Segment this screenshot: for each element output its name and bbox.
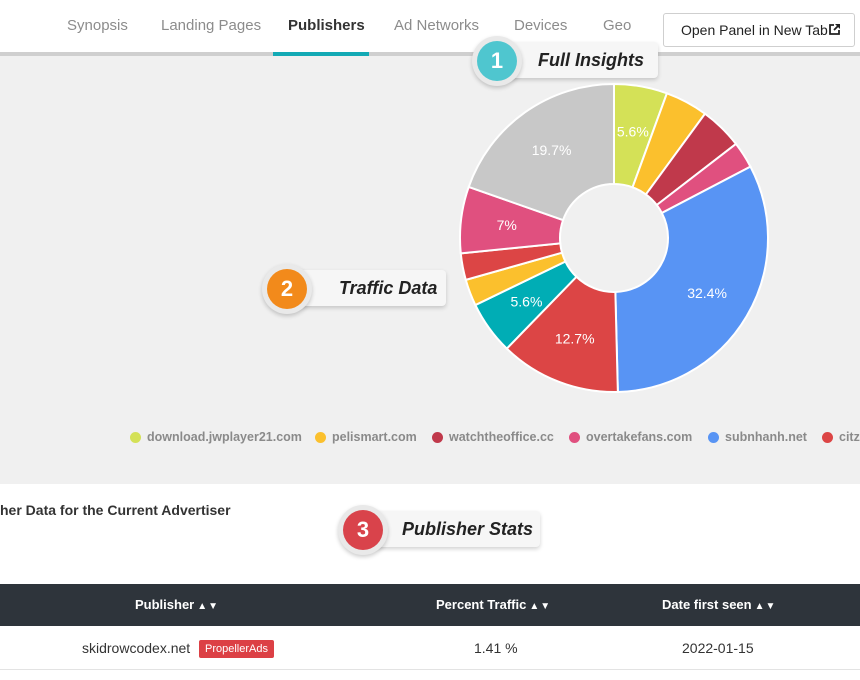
sort-arrows-icon[interactable]: ▲▼ [197,601,220,612]
sort-arrows-icon[interactable]: ▲▼ [529,601,552,612]
legend-label: subnhanh.net [725,430,807,444]
open-panel-button[interactable]: Open Panel in New Tab [663,13,855,47]
legend-swatch [432,432,443,443]
section-title: her Data for the Current Advertiser [0,502,231,518]
slice-label-0: 5.6% [617,124,649,140]
column-header-label: Date first seen [662,597,752,612]
callout-badge: 1 [472,36,522,86]
legend-swatch [708,432,719,443]
legend-label: citz [839,430,860,444]
tab-publishers[interactable]: Publishers [288,17,365,34]
legend-label: watchtheoffice.cc [449,430,554,444]
sort-arrows-icon[interactable]: ▲▼ [754,601,777,612]
slice-label-6: 5.6% [511,293,543,309]
legend-label: overtakefans.com [586,430,693,444]
callout-publisher-stats: Publisher Stats 3 [338,505,540,555]
column-header-label: Percent Traffic [436,597,527,612]
ad-network-badge[interactable]: PropellerAds [199,640,274,658]
donut-slices [459,82,769,393]
callout-traffic-data: Traffic Data 2 [262,264,446,314]
tab-synopsis[interactable]: Synopsis [67,17,128,34]
column-header-publisher[interactable]: Publisher ▲▼ [135,584,219,626]
callout-label: Traffic Data [286,270,446,306]
table-row[interactable]: skidrowcodex.net PropellerAds 1.41 % 202… [0,626,860,670]
column-header-label: Publisher [135,597,195,612]
active-tab-indicator [273,52,369,56]
tab-ad-networks[interactable]: Ad Networks [394,17,480,34]
callout-label: Full Insights [496,42,658,78]
callout-badge: 3 [338,505,388,555]
external-link-icon [829,23,841,35]
tab-geo[interactable]: Geo [603,17,632,34]
publisher-cell[interactable]: skidrowcodex.net [82,640,191,656]
legend-swatch [315,432,326,443]
legend-swatch [569,432,580,443]
top-nav: Synopsis Landing Pages Publishers Ad Net… [0,0,860,56]
callout-number: 3 [343,510,383,550]
traffic-donut-chart: 5.6% 32.4% 12.7% 5.6% 7% 19.7% [459,82,769,393]
table-header: Publisher ▲▼ Percent Traffic ▲▼ Date first… [0,584,860,626]
column-header-percent-traffic[interactable]: Percent Traffic ▲▼ [436,584,551,626]
legend-swatch [130,432,141,443]
pie-slice-4[interactable] [614,165,769,393]
slice-label-5: 12.7% [555,331,595,347]
slice-label-9: 7% [497,217,517,233]
callout-number: 1 [477,41,517,81]
callout-number: 2 [267,269,307,309]
tab-devices[interactable]: Devices [514,17,568,34]
slice-label-10: 19.7% [532,142,572,158]
column-header-date-first-seen[interactable]: Date first seen ▲▼ [662,584,776,626]
callout-label: Publisher Stats [362,511,540,547]
callout-badge: 2 [262,264,312,314]
date-first-seen-cell: 2022-01-15 [682,640,754,656]
pie-slice-10[interactable] [467,82,615,222]
slice-label-4: 32.4% [687,285,727,301]
legend-label: pelismart.com [332,430,417,444]
legend-label: download.jwplayer21.com [147,430,302,444]
legend-swatch [822,432,833,443]
donut-labels: 5.6% 32.4% 12.7% 5.6% 7% 19.7% [497,124,727,347]
tab-landing-pages[interactable]: Landing Pages [161,17,262,34]
open-panel-label: Open Panel in New Tab [681,22,828,38]
callout-full-insights: Full Insights 1 [472,36,658,86]
percent-traffic-cell: 1.41 % [474,640,518,656]
